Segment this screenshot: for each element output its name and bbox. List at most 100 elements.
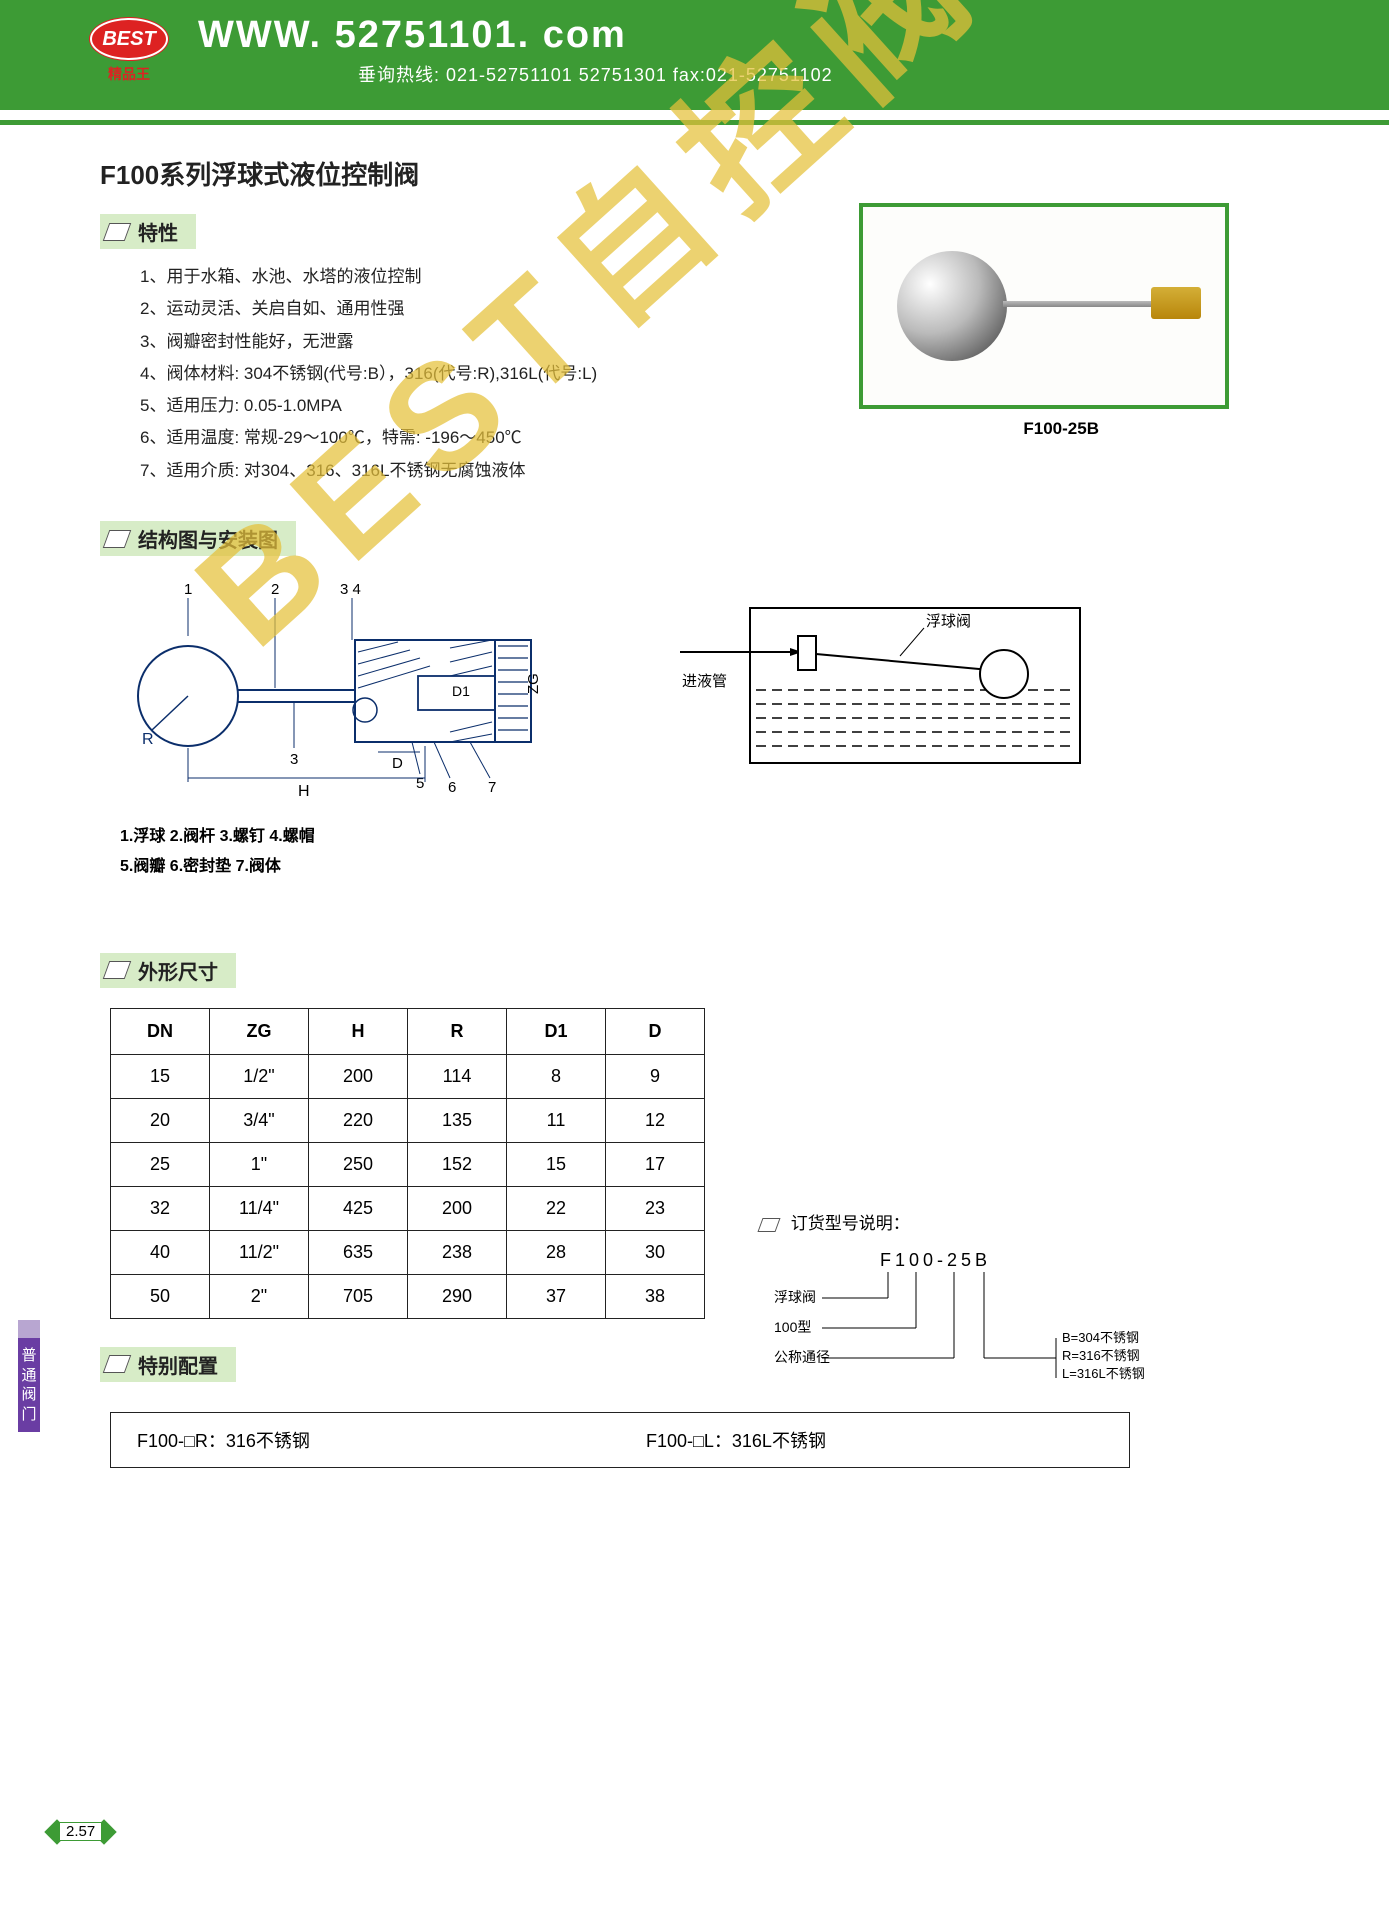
svg-text:B=304不锈钢: B=304不锈钢: [1062, 1330, 1139, 1345]
svg-text:3: 3: [290, 751, 298, 768]
product-caption: F100-25B: [1023, 419, 1099, 439]
table-cell: 1": [210, 1142, 309, 1186]
svg-text:6: 6: [448, 779, 456, 796]
table-header-row: DN ZG H R D1 D: [111, 1008, 705, 1054]
table-cell: 200: [408, 1186, 507, 1230]
table-cell: 40: [111, 1230, 210, 1274]
section-special-tag: 特别配置: [100, 1347, 236, 1382]
section-features-label: 特性: [138, 217, 178, 246]
section-structure-tag: 结构图与安装图: [100, 521, 296, 556]
order-title: 订货型号说明：: [791, 1214, 910, 1233]
legend-row: 5.阀瓣 6.密封垫 7.阀体: [120, 852, 550, 882]
page-title: F100系列浮球式液位控制阀: [100, 155, 1309, 192]
diagrams-row: R: [120, 578, 1309, 883]
col-header: D1: [507, 1008, 606, 1054]
table-row: 251"2501521517: [111, 1142, 705, 1186]
bullet-icon: [757, 1218, 780, 1232]
col-header: H: [309, 1008, 408, 1054]
header-url: WWW. 52751101. com: [198, 14, 1389, 57]
col-header: ZG: [210, 1008, 309, 1054]
table-cell: 38: [606, 1274, 705, 1318]
section-structure-label: 结构图与安装图: [138, 524, 278, 553]
table-cell: 705: [309, 1274, 408, 1318]
label-float-valve: 浮球阀: [926, 613, 971, 630]
svg-text:ZG: ZG: [525, 673, 542, 694]
bullet-icon: [103, 961, 132, 979]
table-cell: 9: [606, 1054, 705, 1098]
bullet-icon: [103, 223, 132, 241]
table-cell: 11/4": [210, 1186, 309, 1230]
svg-text:D: D: [392, 755, 403, 772]
parts-legend: 1.浮球 2.阀杆 3.螺钉 4.螺帽 5.阀瓣 6.密封垫 7.阀体: [120, 822, 550, 883]
special-right: F100-□L：316L不锈钢: [620, 1413, 1129, 1467]
table-cell: 114: [408, 1054, 507, 1098]
legend-row: 1.浮球 2.阀杆 3.螺钉 4.螺帽: [120, 822, 550, 852]
table-cell: 25: [111, 1142, 210, 1186]
content-area: BEST自控阀业 F100系列浮球式液位控制阀 特性 1、用于水箱、水池、水塔的…: [0, 125, 1389, 1508]
table-cell: 250: [309, 1142, 408, 1186]
table-cell: 32: [111, 1186, 210, 1230]
page-number: 2.57: [48, 1822, 113, 1841]
section-dimensions-label: 外形尺寸: [138, 956, 218, 985]
table-cell: 152: [408, 1142, 507, 1186]
table-cell: 238: [408, 1230, 507, 1274]
svg-text:L=316L不锈钢: L=316L不锈钢: [1062, 1366, 1145, 1381]
table-cell: 1/2": [210, 1054, 309, 1098]
table-row: 502"7052903738: [111, 1274, 705, 1318]
table-cell: 37: [507, 1274, 606, 1318]
table-cell: 220: [309, 1098, 408, 1142]
dim-R: R: [142, 731, 154, 748]
side-tab: 普通阀门: [18, 1320, 40, 1432]
svg-text:2: 2: [271, 581, 279, 598]
table-cell: 30: [606, 1230, 705, 1274]
table-cell: 50: [111, 1274, 210, 1318]
svg-text:7: 7: [488, 779, 496, 796]
logo-ellipse: BEST: [90, 18, 168, 60]
order-example: F100-25B: [880, 1250, 991, 1270]
table-cell: 3/4": [210, 1098, 309, 1142]
table-cell: 290: [408, 1274, 507, 1318]
bullet-icon: [103, 1355, 132, 1373]
svg-text:H: H: [298, 783, 310, 800]
feature-item: 7、适用介质: 对304、316、316L不锈钢无腐蚀液体: [140, 455, 1309, 487]
col-header: DN: [111, 1008, 210, 1054]
table-cell: 425: [309, 1186, 408, 1230]
table-cell: 12: [606, 1098, 705, 1142]
table-cell: 200: [309, 1054, 408, 1098]
page-number-text: 2.57: [60, 1822, 101, 1841]
svg-text:D1: D1: [452, 683, 470, 699]
label-inlet: 进液管: [682, 673, 727, 690]
table-cell: 20: [111, 1098, 210, 1142]
fitting-photo: [1151, 287, 1201, 319]
table-cell: 15: [507, 1142, 606, 1186]
order-explain: 订货型号说明： F100-25B 浮球阀 100型 公称通径 B=304不锈钢 …: [760, 1209, 1180, 1412]
special-left: F100-□R：316不锈钢: [111, 1413, 620, 1467]
feature-item: 6、适用温度: 常规-29～100℃，特需: -196～450℃: [140, 422, 1309, 454]
table-cell: 22: [507, 1186, 606, 1230]
table-row: 151/2"20011489: [111, 1054, 705, 1098]
svg-text:浮球阀: 浮球阀: [774, 1289, 816, 1305]
section-dimensions-tag: 外形尺寸: [100, 953, 236, 988]
table-row: 3211/4"4252002223: [111, 1186, 705, 1230]
special-config-row: F100-□R：316不锈钢 F100-□L：316L不锈钢: [110, 1412, 1130, 1468]
table-cell: 2": [210, 1274, 309, 1318]
product-photo: [859, 203, 1229, 409]
header-bar: BEST 精品王 WWW. 52751101. com 垂询热线: 021-52…: [0, 0, 1389, 110]
table-cell: 635: [309, 1230, 408, 1274]
section-special-label: 特别配置: [138, 1350, 218, 1379]
logo: BEST 精品王: [90, 18, 168, 84]
table-row: 4011/2"6352382830: [111, 1230, 705, 1274]
svg-text:3 4: 3 4: [340, 581, 361, 598]
structure-diagram: R: [120, 578, 550, 883]
float-ball-photo: [897, 251, 1007, 361]
table-cell: 15: [111, 1054, 210, 1098]
install-diagram: 浮球阀 进液管: [680, 578, 1100, 883]
table-row: 203/4"2201351112: [111, 1098, 705, 1142]
col-header: R: [408, 1008, 507, 1054]
header-contact: 垂询热线: 021-52751101 52751301 fax:021-5275…: [358, 61, 1389, 87]
section-features-tag: 特性: [100, 214, 196, 249]
table-cell: 11/2": [210, 1230, 309, 1274]
col-header: D: [606, 1008, 705, 1054]
svg-text:100型: 100型: [774, 1319, 811, 1335]
bullet-icon: [103, 530, 132, 548]
